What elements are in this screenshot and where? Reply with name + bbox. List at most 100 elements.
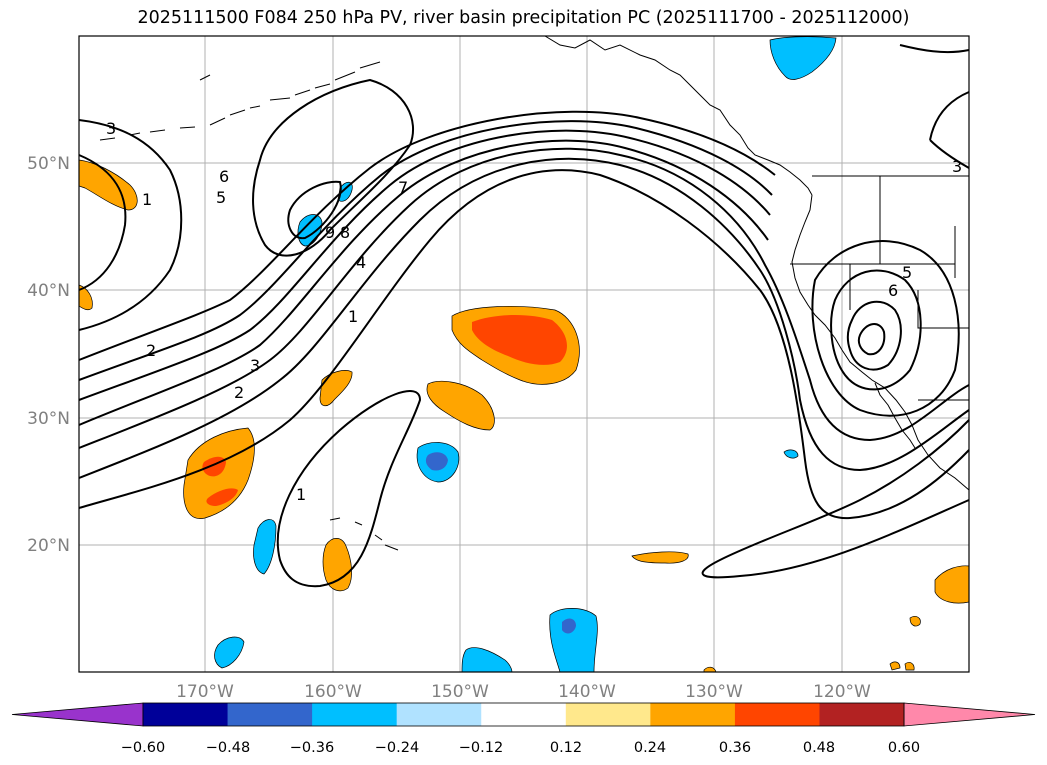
colorbar-tick-label: 0.60 — [888, 740, 920, 756]
contour-label: 7 — [398, 178, 408, 197]
coastlines — [99, 35, 970, 551]
pv-contour-ridge-5 — [78, 129, 771, 401]
contour-label: 2 — [234, 383, 244, 402]
lat-label: 30°N — [27, 409, 70, 429]
precip-blob-small-positive-d — [904, 662, 915, 671]
map-border — [78, 35, 970, 673]
lat-label: 20°N — [27, 536, 70, 556]
lon-label: 150°W — [431, 682, 489, 702]
us-states-borders — [790, 176, 969, 401]
latitude-labels: 50°N 40°N 30°N 20°N — [27, 154, 70, 556]
lat-label: 40°N — [27, 281, 70, 301]
pv-contour-east-low-inner — [846, 300, 902, 371]
contour-label: 8 — [340, 223, 350, 242]
contour-label: 3 — [106, 119, 116, 138]
colorbar-segment — [481, 703, 567, 726]
contour-label: 1 — [348, 307, 358, 326]
precip-blob-south-negative-strong — [562, 618, 576, 634]
colorbar-segment — [565, 703, 651, 726]
precip-blob-south-negative-b — [461, 647, 513, 673]
pv-contour-east-low-mid — [830, 269, 922, 391]
colorbar-tick-label: −0.36 — [290, 740, 334, 756]
contour-label: 6 — [219, 167, 229, 186]
colorbar-ticks: −0.60 −0.48 −0.36 −0.24 −0.12 0.12 0.24 … — [121, 740, 920, 756]
contour-label: 1 — [296, 485, 306, 504]
pv-contour-ridge-6 — [78, 120, 773, 381]
colorbar-segment — [312, 703, 398, 726]
colorbar-tick-label: 0.12 — [550, 740, 582, 756]
precip-blob-south-positive — [322, 538, 352, 592]
precip-blob-north-negative — [769, 36, 837, 80]
precip-blob-mid-negative-strong — [425, 452, 448, 471]
pv-contour-cutoff-trough — [276, 390, 422, 588]
contour-label: 4 — [356, 253, 366, 272]
colorbar-segment — [227, 703, 313, 726]
colorbar-border — [142, 702, 905, 727]
north-america-west-coast — [791, 194, 970, 491]
lon-label: 120°W — [813, 682, 871, 702]
contour-labels: 3 1 6 5 9 8 7 4 1 2 3 2 1 5 6 3 — [106, 119, 962, 504]
pv-contour-east-wrap — [701, 419, 970, 579]
precip-blob-small-negative — [783, 449, 799, 459]
lon-label: 170°W — [176, 682, 234, 702]
pv-contour-east-low-core — [857, 323, 886, 356]
precip-blob-south-negative — [549, 608, 598, 673]
precip-blob-westedge-positive-b — [78, 284, 93, 311]
lat-label: 50°N — [27, 154, 70, 174]
contour-label: 2 — [146, 341, 156, 360]
precip-blob-central-strong — [472, 314, 567, 365]
precip-blob-small-positive-b — [909, 616, 921, 627]
colorbar-segment — [396, 703, 482, 726]
colorbar-tick-label: 0.36 — [719, 740, 751, 756]
lon-label: 160°W — [304, 682, 362, 702]
pv-contour-west-trough-2 — [78, 154, 127, 291]
precip-blob-southwest-negative — [214, 636, 245, 669]
pv-contour-ridge-4 — [78, 139, 769, 426]
pv-contour-east-low-outer — [811, 240, 960, 417]
colorbar-segment — [143, 703, 229, 726]
colorbar-tick-label: −0.60 — [121, 740, 165, 756]
precip-blob-west-strong-b — [206, 488, 238, 506]
contour-label: 6 — [888, 281, 898, 300]
precip-blob-mid-positive — [426, 381, 495, 431]
colorbar-tick-label: 0.24 — [634, 740, 666, 756]
colorbar-tick-label: −0.48 — [206, 740, 250, 756]
colorbar-extend-low — [11, 702, 144, 727]
lon-label: 140°W — [558, 682, 616, 702]
colorbar-tick-label: −0.24 — [375, 740, 419, 756]
colorbar-extend-high — [903, 702, 1036, 727]
precip-shading — [78, 36, 970, 673]
lon-label: 130°W — [685, 682, 743, 702]
contour-label: 3 — [952, 157, 962, 176]
colorbar-segment — [734, 703, 820, 726]
longitude-labels: 170°W 160°W 150°W 140°W 130°W 120°W — [176, 682, 871, 702]
pv-contour-closed-low-inner — [287, 180, 342, 240]
pv-contour-ridge-3 — [78, 147, 970, 449]
pv-contour-ridge-7 — [78, 110, 776, 361]
contour-label: 5 — [902, 263, 912, 282]
precip-blob-west-negative — [253, 519, 277, 575]
colorbar-tick-label: 0.48 — [803, 740, 835, 756]
pv-contour-northeast-ridge — [929, 91, 970, 169]
baja-california — [874, 382, 916, 449]
aleutian-islands — [99, 61, 381, 141]
pv-contour-closed-low — [252, 78, 415, 257]
colorbar — [11, 702, 1036, 727]
pv-contour-west-trough-1 — [78, 119, 183, 331]
hawaii-islands — [329, 517, 399, 551]
alaska-coast — [544, 35, 813, 196]
precip-blob-east-positive — [631, 551, 689, 564]
colorbar-segment — [819, 703, 905, 726]
colorbar-segment — [650, 703, 736, 726]
pv-contours — [78, 44, 970, 588]
contour-label: 9 — [325, 223, 335, 242]
pv-contour-northeast-top — [899, 44, 970, 54]
contour-label: 3 — [250, 356, 260, 375]
contour-label: 5 — [216, 188, 226, 207]
pv-contour-ridge-2 — [78, 157, 970, 479]
precip-blob-small-positive — [319, 370, 353, 407]
contour-label: 1 — [142, 190, 152, 209]
precip-blob-small-positive-c — [889, 661, 901, 671]
colorbar-tick-label: −0.12 — [459, 740, 503, 756]
